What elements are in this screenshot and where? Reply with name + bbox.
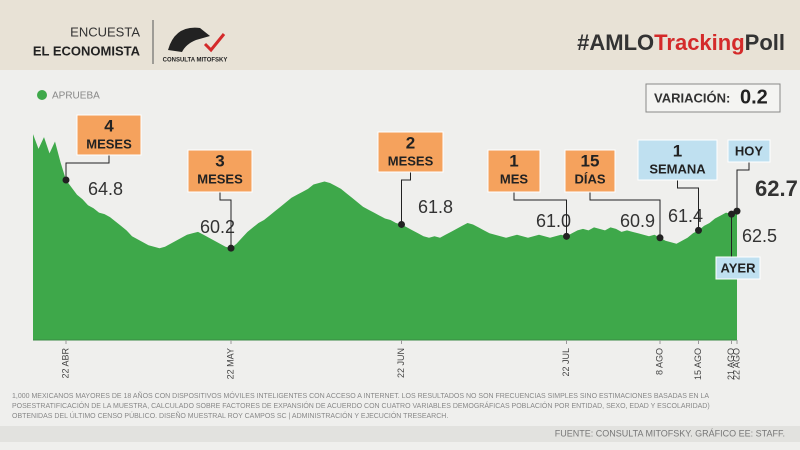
x-tick-label: 22 MAY [225, 348, 235, 379]
source-band [0, 426, 800, 442]
outlet-line: EL ECONOMISTA [33, 43, 141, 58]
header-bar [0, 0, 800, 70]
callout-text: 1 [509, 151, 518, 170]
callout-text: 4 [104, 116, 114, 135]
source: FUENTE: CONSULTA MITOFSKY. GRÁFICO EE: S… [555, 428, 785, 438]
logo-text: CONSULTA MITOFSKY [163, 58, 228, 64]
x-tick-label: 8 AGO [654, 348, 664, 375]
callout-box [187, 149, 253, 193]
callout-box [564, 149, 616, 193]
callout-text: HOY [735, 143, 764, 158]
connector [589, 192, 661, 238]
outlet-line: ENCUESTA [70, 24, 140, 39]
connector [736, 162, 750, 212]
variation-label: VARIACIÓN: [654, 90, 730, 105]
data-label: 61.4 [668, 206, 703, 226]
callout-box [487, 149, 541, 193]
callout-text: AYER [721, 260, 757, 275]
callout-text: MES [500, 171, 529, 186]
hashtag: #AMLOTrackingPoll [577, 30, 785, 55]
variation-value: 0.2 [740, 86, 768, 108]
callout-text: MESES [86, 136, 132, 151]
connector [513, 192, 567, 237]
callout-text: 3 [215, 151, 224, 170]
callout-text: MESES [388, 153, 434, 168]
callout-text: 2 [406, 133, 415, 152]
x-tick-label: 15 AGO [693, 348, 703, 380]
data-label: 60.9 [620, 211, 655, 231]
data-label: 62.7 [755, 176, 798, 201]
callout-text: 15 [581, 151, 600, 170]
hashtag-part: Poll [745, 30, 785, 55]
hashtag-part: #AMLO [577, 30, 654, 55]
connector [219, 192, 232, 249]
connector [65, 155, 110, 181]
connector [401, 172, 411, 225]
data-label: 61.8 [418, 197, 453, 217]
callout-box [727, 139, 771, 163]
data-label: 64.8 [88, 179, 123, 199]
area [33, 134, 737, 340]
hashtag-part: Tracking [654, 30, 744, 55]
footnote-line: OBTENIDAS DEL ÚLTIMO CENSO PÚBLICO. DISE… [12, 411, 448, 420]
variation-box [645, 83, 781, 113]
callout-box [76, 114, 142, 156]
data-label: 62.5 [742, 226, 777, 246]
x-tick-label: 22 ABR [60, 348, 70, 379]
callout-text: DÍAS [574, 171, 605, 186]
footnote-line: 1,000 MEXICANOS MAYORES DE 18 AÑOS CON D… [12, 391, 709, 400]
callout-text: 1 [673, 141, 682, 160]
footnote-line: POSESTRATIFICACIÓN DE LA MUESTRA, CALCUL… [12, 401, 710, 410]
logo-check [203, 33, 226, 53]
data-label: 60.2 [200, 217, 235, 237]
connector [677, 180, 699, 231]
legend-label: APRUEBA [52, 91, 100, 102]
x-tick-label: 22 AGO [731, 348, 741, 380]
callout-text: MESES [197, 171, 243, 186]
callout-box [715, 256, 761, 280]
x-tick-label: 22 JUN [396, 348, 406, 378]
callout-box [637, 139, 718, 181]
callout-box [377, 131, 444, 173]
x-tick-label: 21 AGO [726, 348, 736, 380]
logo-shape [168, 27, 210, 52]
legend-swatch [37, 90, 47, 100]
data-label: 61.0 [536, 211, 571, 231]
x-tick-label: 22 JUL [561, 348, 571, 377]
callout-text: SEMANA [649, 161, 706, 176]
